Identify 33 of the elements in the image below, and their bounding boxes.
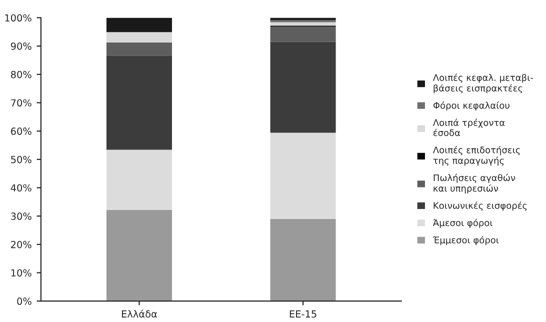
bar [106, 18, 172, 32]
legend-label: Άμεσοι φόροι [432, 218, 492, 228]
y-tick-label: 20% [11, 240, 32, 248]
bar [106, 43, 172, 56]
y-tick-label: 40% [10, 184, 32, 192]
bar [270, 132, 336, 219]
y-tick-label: 80% [10, 70, 32, 78]
y-tick-label: 50% [11, 156, 32, 164]
bar [270, 22, 336, 26]
y-tick-label: 100% [5, 14, 32, 22]
bar [270, 18, 336, 20]
legend-label: Φόροι κεφαλαίου [433, 101, 510, 111]
legend-label: Λοιπές κεφαλ. μεταβι- βάσεις εισπρακτέες [432, 74, 533, 94]
bar [270, 218, 336, 302]
bar [106, 56, 172, 150]
bar [270, 42, 336, 133]
legend-label: Κοινωνικές εισφορές [434, 202, 527, 211]
legend-label: Πωλήσεις αγαθών και υπηρεσιών [434, 174, 516, 194]
legend-label: Έμμεσοι φόροι [432, 236, 499, 246]
y-tick-label: 90% [10, 42, 32, 50]
legend-label: Λοιπές επιδοτήσεις της παραγωγής [432, 146, 520, 166]
y-tick-label: 30% [11, 212, 32, 220]
bar [106, 150, 172, 210]
x-tick-label: Ελλάδα [122, 310, 157, 318]
legend-label: Λοιπά τρέχοντα έσοδα [432, 118, 505, 136]
y-tick-label: 60% [10, 128, 32, 135]
x-tick-label: ΕΕ-15 [290, 310, 316, 318]
bar [270, 26, 336, 42]
y-tick-label: 0% [17, 298, 32, 305]
y-tick-label: 10% [11, 269, 32, 277]
bar [106, 210, 172, 302]
bar [106, 32, 172, 43]
y-tick-label: 70% [11, 99, 32, 107]
